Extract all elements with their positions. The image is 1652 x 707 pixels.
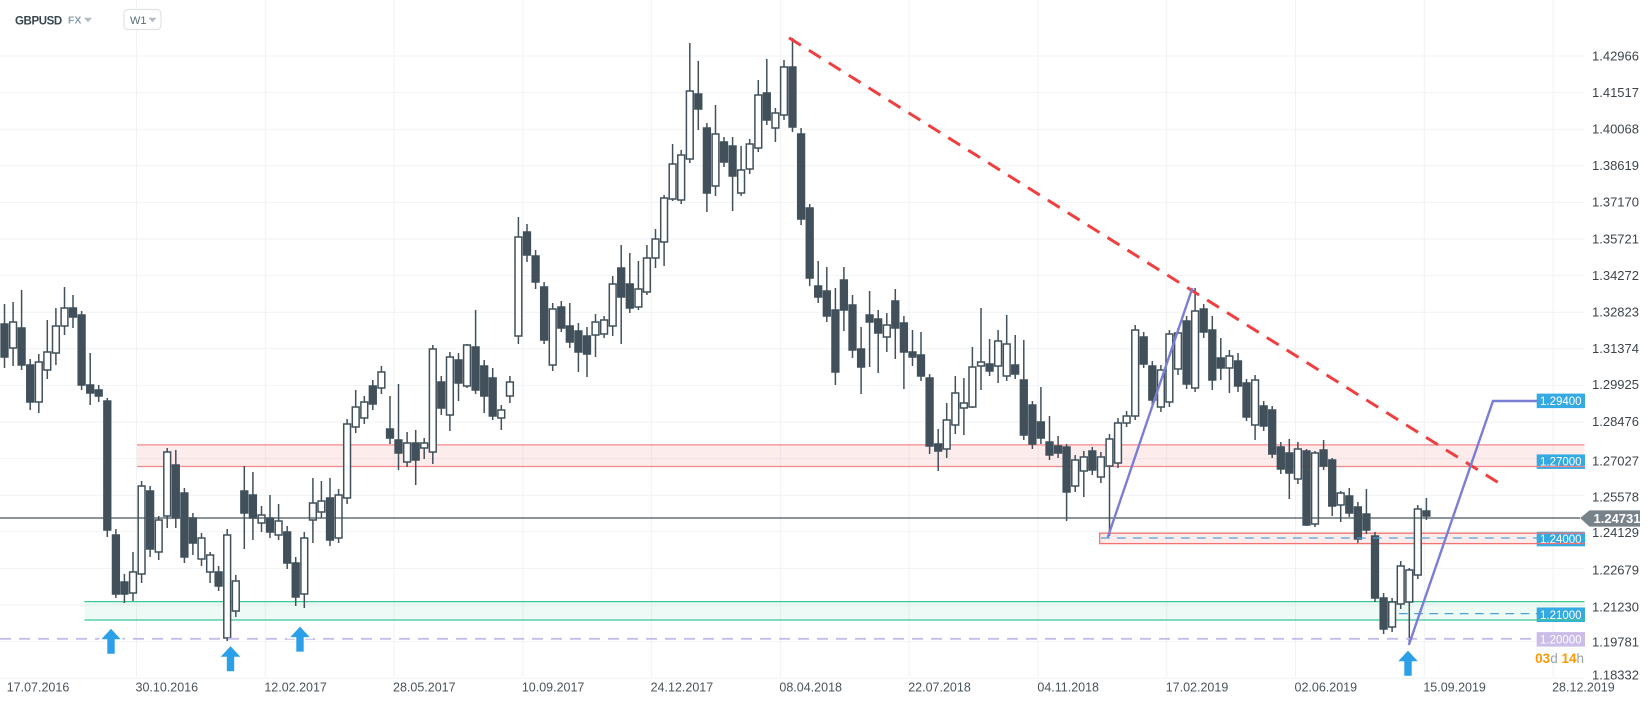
svg-text:30.10.2016: 30.10.2016 (136, 681, 199, 695)
svg-text:1.27027: 1.27027 (1592, 453, 1639, 468)
svg-text:1.28476: 1.28476 (1592, 414, 1639, 429)
svg-text:1.21000: 1.21000 (1540, 610, 1582, 622)
svg-text:1.27000: 1.27000 (1540, 457, 1582, 469)
svg-text:1.25578: 1.25578 (1592, 489, 1639, 504)
svg-text:15.09.2019: 15.09.2019 (1423, 681, 1486, 695)
svg-text:1.34272: 1.34272 (1592, 268, 1639, 283)
svg-text:1.19781: 1.19781 (1592, 635, 1639, 650)
svg-text:17.02.2019: 17.02.2019 (1166, 681, 1229, 695)
svg-text:1.38619: 1.38619 (1592, 158, 1639, 173)
svg-text:1.42966: 1.42966 (1592, 48, 1639, 63)
svg-text:1.29400: 1.29400 (1540, 396, 1582, 408)
svg-text:1.22679: 1.22679 (1592, 562, 1639, 577)
svg-text:1.20000: 1.20000 (1540, 634, 1582, 646)
svg-text:1.24731: 1.24731 (1594, 511, 1641, 526)
svg-text:10.09.2017: 10.09.2017 (522, 681, 585, 695)
svg-text:17.07.2016: 17.07.2016 (7, 681, 70, 695)
svg-text:1.41517: 1.41517 (1592, 85, 1639, 100)
svg-text:02.06.2019: 02.06.2019 (1295, 681, 1358, 695)
svg-text:22.07.2018: 22.07.2018 (908, 681, 971, 695)
svg-text:1.24000: 1.24000 (1540, 534, 1582, 546)
svg-text:08.04.2018: 08.04.2018 (779, 681, 842, 695)
svg-text:03d 14h: 03d 14h (1535, 651, 1584, 666)
svg-text:1.37170: 1.37170 (1592, 195, 1639, 210)
svg-text:FX: FX (68, 15, 81, 27)
svg-text:24.12.2017: 24.12.2017 (651, 681, 714, 695)
svg-text:04.11.2018: 04.11.2018 (1037, 681, 1099, 695)
svg-text:1.29925: 1.29925 (1592, 377, 1639, 392)
svg-text:28.05.2017: 28.05.2017 (393, 681, 456, 695)
svg-text:12.02.2017: 12.02.2017 (264, 681, 327, 695)
svg-text:1.24129: 1.24129 (1592, 525, 1639, 540)
svg-text:GBPUSD: GBPUSD (15, 16, 62, 28)
svg-text:28.12.2019: 28.12.2019 (1552, 681, 1615, 695)
svg-text:1.31374: 1.31374 (1592, 341, 1639, 356)
svg-text:1.18332: 1.18332 (1592, 668, 1639, 683)
svg-text:1.21230: 1.21230 (1592, 600, 1639, 615)
svg-text:1.40068: 1.40068 (1592, 122, 1639, 137)
svg-text:1.32823: 1.32823 (1592, 305, 1639, 320)
svg-text:W1: W1 (130, 15, 147, 27)
svg-text:1.35721: 1.35721 (1592, 231, 1639, 246)
